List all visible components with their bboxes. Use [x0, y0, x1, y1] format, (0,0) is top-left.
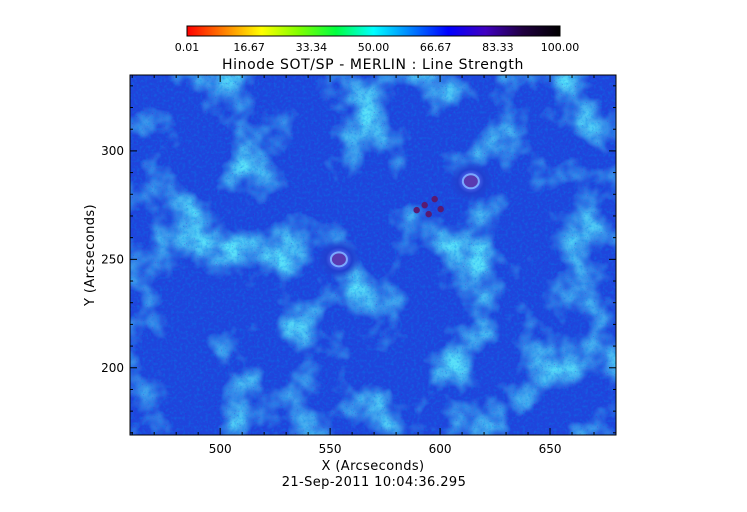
colorbar-tick-label: 100.00: [541, 41, 580, 54]
sunspot-core: [461, 173, 480, 190]
plot-frame: [129, 74, 617, 436]
plot-area: 500 550 600 650 200 250 300: [101, 74, 617, 456]
heatmap-features: [316, 161, 493, 280]
y-tick-label: 300: [101, 144, 124, 158]
heatmap-speckles: [130, 75, 616, 435]
pore: [437, 205, 444, 213]
y-axis-label: Y (Arcseconds): [83, 204, 98, 307]
x-tick-label: 550: [319, 442, 342, 456]
x-axis-ticks: 500 550 600 650: [131, 75, 617, 456]
colorbar-tick-labels: 0.01 16.67 33.34 50.00 66.67 83.33 100.00: [175, 41, 580, 54]
pore: [425, 210, 432, 218]
x-tick-label: 650: [539, 442, 562, 456]
y-axis-ticks: 200 250 300: [101, 85, 616, 434]
chart-title: Hinode SOT/SP - MERLIN : Line Strength: [222, 57, 524, 73]
x-tick-label: 500: [209, 442, 232, 456]
pore: [413, 206, 420, 214]
x-tick-label: 600: [429, 442, 452, 456]
colorbar-tick-label: 16.67: [233, 41, 265, 54]
pore: [421, 201, 428, 209]
pore: [431, 195, 438, 203]
colorbar-strip: [186, 25, 561, 37]
x-axis-label: X (Arcseconds): [321, 459, 424, 474]
timestamp: 21-Sep-2011 10:04:36.295: [282, 475, 467, 490]
colorbar-tick-label: 83.33: [482, 41, 514, 54]
colorbar-tick-label: 0.01: [175, 41, 200, 54]
y-tick-label: 250: [101, 252, 124, 266]
colorbar-tick-label: 66.67: [420, 41, 452, 54]
y-tick-label: 200: [101, 361, 124, 375]
colorbar: 0.01 16.67 33.34 50.00 66.67 83.33 100.00: [175, 25, 580, 54]
colorbar-tick-label: 50.00: [358, 41, 390, 54]
sunspot-core: [329, 251, 348, 268]
colorbar-tick-label: 33.34: [296, 41, 328, 54]
